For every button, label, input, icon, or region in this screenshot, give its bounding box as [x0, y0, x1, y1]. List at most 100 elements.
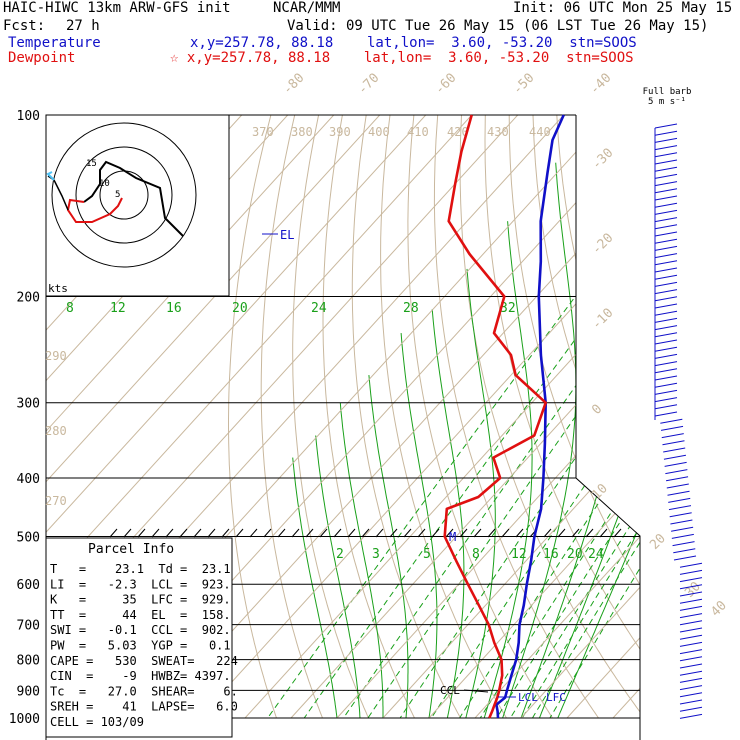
wind-barb — [654, 195, 678, 201]
hatch-mark — [361, 528, 370, 538]
dry-adiabat-label: 290 — [45, 349, 67, 363]
pressure-tick-label: 700 — [17, 619, 40, 634]
hatch-mark — [389, 528, 398, 538]
dry-adiabat-label: 400 — [368, 125, 390, 139]
wind-barb — [667, 490, 690, 496]
wind-barb — [654, 404, 678, 410]
mixing-ratio-line — [267, 115, 640, 719]
pressure-tick-label: 100 — [17, 109, 40, 124]
parcel-info-row: K = 35 LFC = 929. — [50, 593, 231, 607]
moist-adiabat-line — [483, 221, 533, 719]
mixing-ratio-label: 20 — [232, 301, 248, 316]
hatch-mark — [585, 528, 594, 538]
dry-adiabat-line — [433, 115, 599, 719]
wind-barb — [654, 339, 678, 345]
parcel-info-row: LI = -2.3 LCL = 923. — [50, 577, 231, 591]
isotherm-line — [520, 115, 640, 719]
wind-barb — [654, 181, 678, 187]
dry-adiabat-line — [292, 115, 369, 719]
dry-adiabat-label: 390 — [329, 125, 351, 139]
barb-legend-title: Full barb — [643, 87, 692, 97]
isotherm-line — [46, 115, 427, 719]
hodograph-ring-label: 10 — [99, 179, 110, 189]
wind-barb — [679, 641, 703, 647]
wind-barb — [679, 699, 703, 705]
wind-barb — [654, 397, 678, 403]
wind-barb — [679, 677, 703, 683]
wind-barb — [654, 361, 678, 367]
pressure-tick-label: 200 — [17, 291, 40, 306]
hodograph-ring-10 — [75, 146, 173, 244]
wind-barb — [654, 145, 678, 151]
pressure-axis-labels: 100 200 300 400 500 600 700 800 900 1000 — [9, 109, 40, 727]
parcel-info-row: Tc = 27.0 SHEAR= 6. — [50, 684, 238, 698]
wind-barb — [654, 368, 678, 374]
hodograph-trace-upper — [83, 160, 184, 237]
wind-barb — [654, 188, 678, 194]
parcel-info-row: TT = 44 EL = 158. — [50, 608, 231, 622]
hatch-mark — [193, 528, 202, 538]
hatch-mark — [557, 528, 566, 538]
isotherm-line — [659, 115, 740, 718]
wind-barb — [654, 274, 678, 280]
lcl-label: LCL — [518, 691, 538, 704]
wind-barb — [654, 332, 678, 338]
wind-barb — [671, 533, 694, 539]
hatch-mark — [459, 528, 468, 538]
level-annotations: EL M CCL LCL LFC — [262, 228, 566, 704]
forecast-label: Fcst: — [3, 18, 46, 34]
dewpoint-line — [443, 114, 547, 719]
hatch-mark — [263, 528, 272, 538]
wind-barb — [654, 166, 678, 172]
wind-barb — [654, 137, 678, 143]
hodograph-ring-label: 15 — [86, 159, 97, 169]
dry-adiabat-label: 430 — [487, 125, 509, 139]
moist-adiabat-lines — [292, 115, 640, 719]
dewpoint-location-info: ☆ x,y=257.78, 88.18 lat,lon= 3.60, -53.2… — [170, 50, 634, 66]
moist-adiabat-line — [400, 333, 438, 719]
wind-barb — [654, 202, 678, 208]
isotherm-label: 40 — [708, 598, 730, 620]
wind-barb — [654, 411, 678, 417]
hodograph-ring-label: 5 — [115, 190, 120, 200]
dry-adiabat-line — [676, 115, 740, 718]
wind-barb — [654, 382, 678, 388]
hatch-mark — [347, 528, 356, 538]
isotherm-line — [46, 115, 381, 719]
wind-barb — [673, 548, 696, 554]
hatch-mark — [165, 528, 174, 538]
wind-barb — [661, 433, 684, 439]
wind-barb — [666, 483, 689, 489]
parcel-info-row: T = 23.1 Td = 23.1 — [50, 562, 231, 576]
pressure-tick-label: 500 — [17, 530, 40, 545]
wind-barb — [654, 325, 678, 331]
el-label: EL — [280, 228, 294, 242]
hatch-mark — [291, 528, 300, 538]
dewpoint-legend-label: Dewpoint — [8, 50, 76, 66]
organization-label: NCAR/MMM — [273, 0, 341, 16]
dry-adiabat-labels: 370 380 390 400 410 420 430 440 290 280 270 — [45, 125, 551, 508]
mixing-ratio-label: 16 — [166, 301, 182, 316]
hatch-mark — [599, 528, 608, 538]
wind-barb — [668, 505, 692, 511]
wind-barb — [654, 253, 678, 259]
isotherm-line — [290, 115, 640, 719]
temperature-line — [495, 114, 565, 719]
wind-barb — [679, 598, 703, 604]
dry-adiabat-label: 280 — [45, 424, 67, 438]
isotherm-line — [46, 115, 335, 719]
wind-barb — [654, 303, 678, 309]
parcel-info-row: SWI = -0.1 CCL = 902. — [50, 623, 231, 637]
wind-barbs — [654, 123, 703, 719]
isotherm-line — [612, 115, 640, 719]
moist-adiabat-line — [339, 402, 384, 718]
wind-barb — [679, 649, 703, 655]
moist-adiabat-line — [368, 375, 409, 719]
isotherm-label: 10 — [589, 481, 611, 503]
dry-adiabat-line — [604, 115, 640, 719]
hatch-mark — [375, 528, 384, 538]
isotherm-line — [244, 115, 640, 719]
wind-barb — [654, 130, 678, 136]
mixing-ratio-line — [303, 115, 640, 719]
mixing-ratio-label: 8 — [472, 547, 480, 562]
